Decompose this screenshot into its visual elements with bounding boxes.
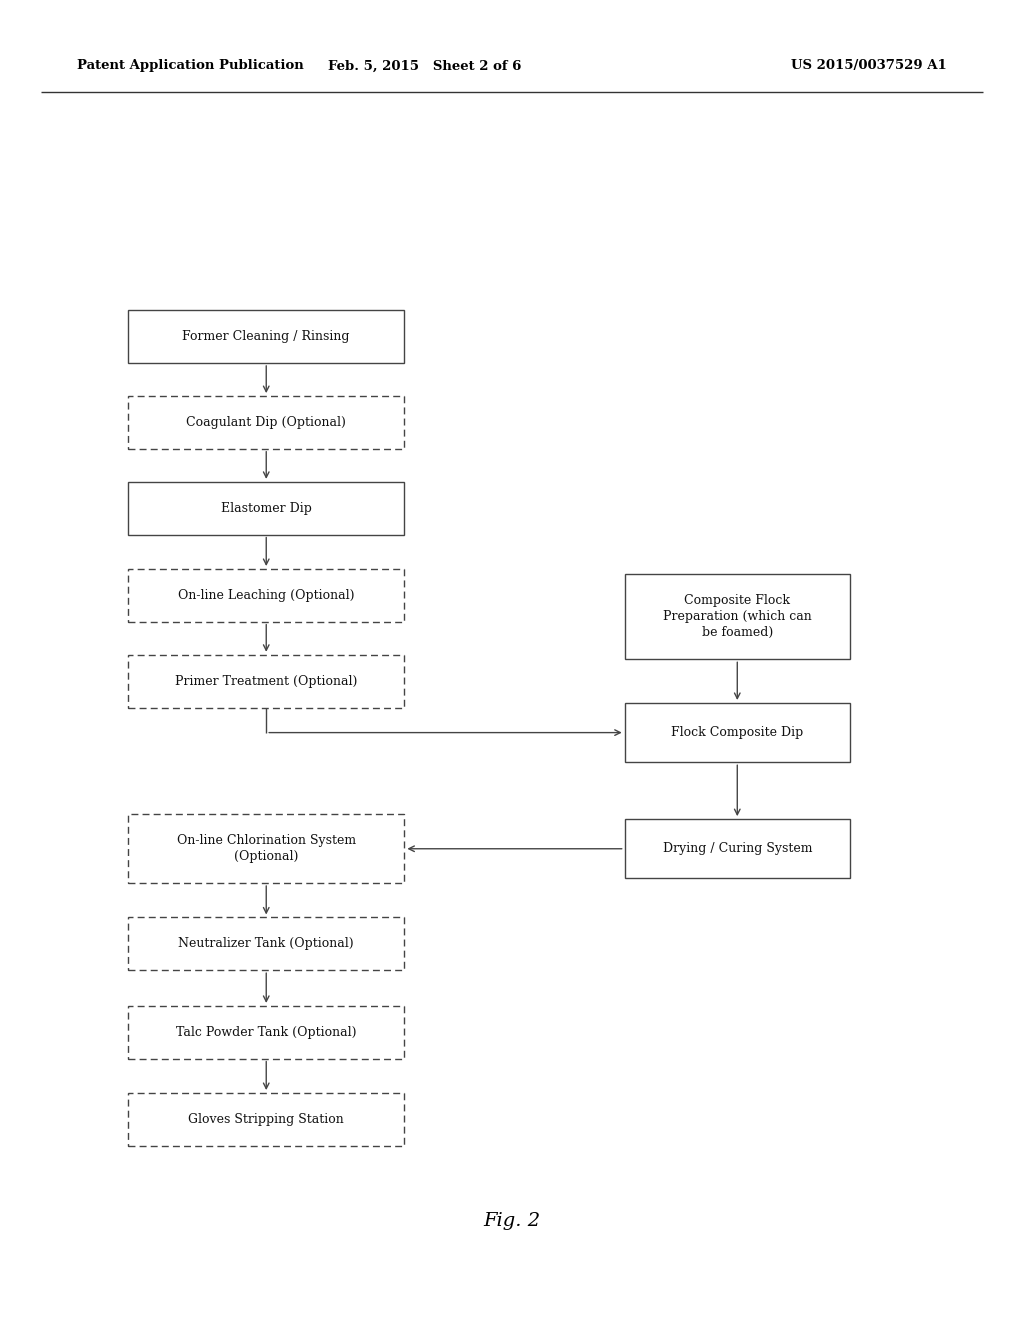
FancyBboxPatch shape [128,396,404,449]
FancyBboxPatch shape [128,482,404,535]
Text: Coagulant Dip (Optional): Coagulant Dip (Optional) [186,416,346,429]
Text: Drying / Curing System: Drying / Curing System [663,842,812,855]
Text: On-line Chlorination System
(Optional): On-line Chlorination System (Optional) [177,834,355,863]
FancyBboxPatch shape [128,917,404,970]
Text: Elastomer Dip: Elastomer Dip [221,502,311,515]
FancyBboxPatch shape [128,1006,404,1059]
Text: Flock Composite Dip: Flock Composite Dip [671,726,804,739]
Text: Former Cleaning / Rinsing: Former Cleaning / Rinsing [182,330,350,343]
FancyBboxPatch shape [128,569,404,622]
Text: Fig. 2: Fig. 2 [483,1212,541,1230]
Text: On-line Leaching (Optional): On-line Leaching (Optional) [178,589,354,602]
FancyBboxPatch shape [625,704,850,763]
Text: Talc Powder Tank (Optional): Talc Powder Tank (Optional) [176,1026,356,1039]
Text: US 2015/0037529 A1: US 2015/0037529 A1 [792,59,947,73]
Text: Neutralizer Tank (Optional): Neutralizer Tank (Optional) [178,937,354,950]
Text: Patent Application Publication: Patent Application Publication [77,59,303,73]
FancyBboxPatch shape [625,818,850,879]
FancyBboxPatch shape [128,814,404,883]
FancyBboxPatch shape [128,655,404,708]
Text: Gloves Stripping Station: Gloves Stripping Station [188,1113,344,1126]
FancyBboxPatch shape [128,310,404,363]
Text: Composite Flock
Preparation (which can
be foamed): Composite Flock Preparation (which can b… [663,594,812,639]
Text: Primer Treatment (Optional): Primer Treatment (Optional) [175,675,357,688]
Text: Feb. 5, 2015   Sheet 2 of 6: Feb. 5, 2015 Sheet 2 of 6 [329,59,521,73]
FancyBboxPatch shape [128,1093,404,1146]
FancyBboxPatch shape [625,573,850,659]
